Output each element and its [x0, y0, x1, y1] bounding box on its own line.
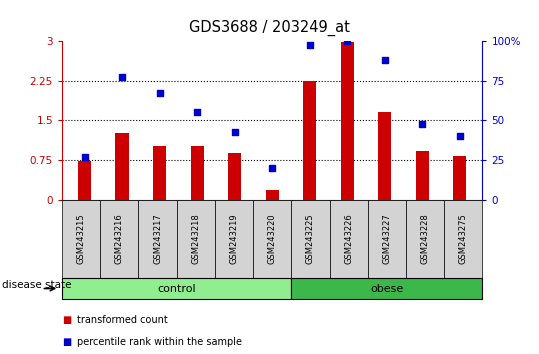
Bar [115, 132, 129, 200]
Bar [378, 113, 391, 200]
Text: disease state: disease state [2, 280, 71, 290]
Text: GSM243218: GSM243218 [191, 213, 201, 264]
Text: GSM243225: GSM243225 [306, 213, 315, 264]
Text: percentile rank within the sample: percentile rank within the sample [77, 337, 242, 347]
Text: GDS3688 / 203249_at: GDS3688 / 203249_at [189, 19, 350, 36]
Point [306, 42, 314, 48]
Point [381, 57, 389, 63]
Point [230, 129, 239, 134]
Point [155, 90, 164, 96]
Text: GSM243220: GSM243220 [268, 213, 277, 264]
Text: GSM243228: GSM243228 [420, 213, 430, 264]
Bar [78, 161, 91, 200]
Point [193, 110, 202, 115]
Text: obese: obese [370, 284, 404, 293]
Text: ■: ■ [62, 337, 71, 347]
Bar [191, 146, 204, 200]
Point [455, 133, 464, 139]
Bar [303, 80, 316, 200]
Text: GSM243216: GSM243216 [115, 213, 124, 264]
Text: GSM243227: GSM243227 [382, 213, 391, 264]
Text: GSM243219: GSM243219 [230, 213, 238, 264]
Point [343, 38, 351, 44]
Bar [341, 42, 354, 200]
Text: transformed count: transformed count [77, 315, 168, 325]
Text: ■: ■ [62, 315, 71, 325]
Bar [416, 151, 429, 200]
Point [418, 121, 427, 126]
Bar [153, 146, 166, 200]
Text: GSM243215: GSM243215 [77, 213, 86, 264]
Point [80, 154, 89, 160]
Text: GSM243275: GSM243275 [459, 213, 468, 264]
Point [118, 75, 126, 80]
Bar [266, 190, 279, 200]
Bar [453, 156, 466, 200]
Point [268, 165, 277, 171]
Text: GSM243217: GSM243217 [153, 213, 162, 264]
Text: control: control [157, 284, 196, 293]
Text: GSM243226: GSM243226 [344, 213, 353, 264]
Bar [228, 153, 241, 200]
